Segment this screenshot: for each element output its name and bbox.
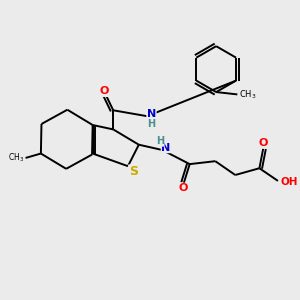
Text: OH: OH	[280, 177, 298, 188]
Text: N: N	[147, 109, 156, 119]
Text: S: S	[129, 165, 138, 178]
Text: CH$_3$: CH$_3$	[8, 152, 24, 164]
Text: CH$_3$: CH$_3$	[238, 88, 256, 101]
Text: N: N	[161, 142, 170, 153]
Text: O: O	[100, 86, 109, 97]
Text: O: O	[259, 138, 268, 148]
Text: H: H	[156, 136, 164, 146]
Text: H: H	[147, 119, 155, 129]
Text: O: O	[178, 183, 188, 193]
